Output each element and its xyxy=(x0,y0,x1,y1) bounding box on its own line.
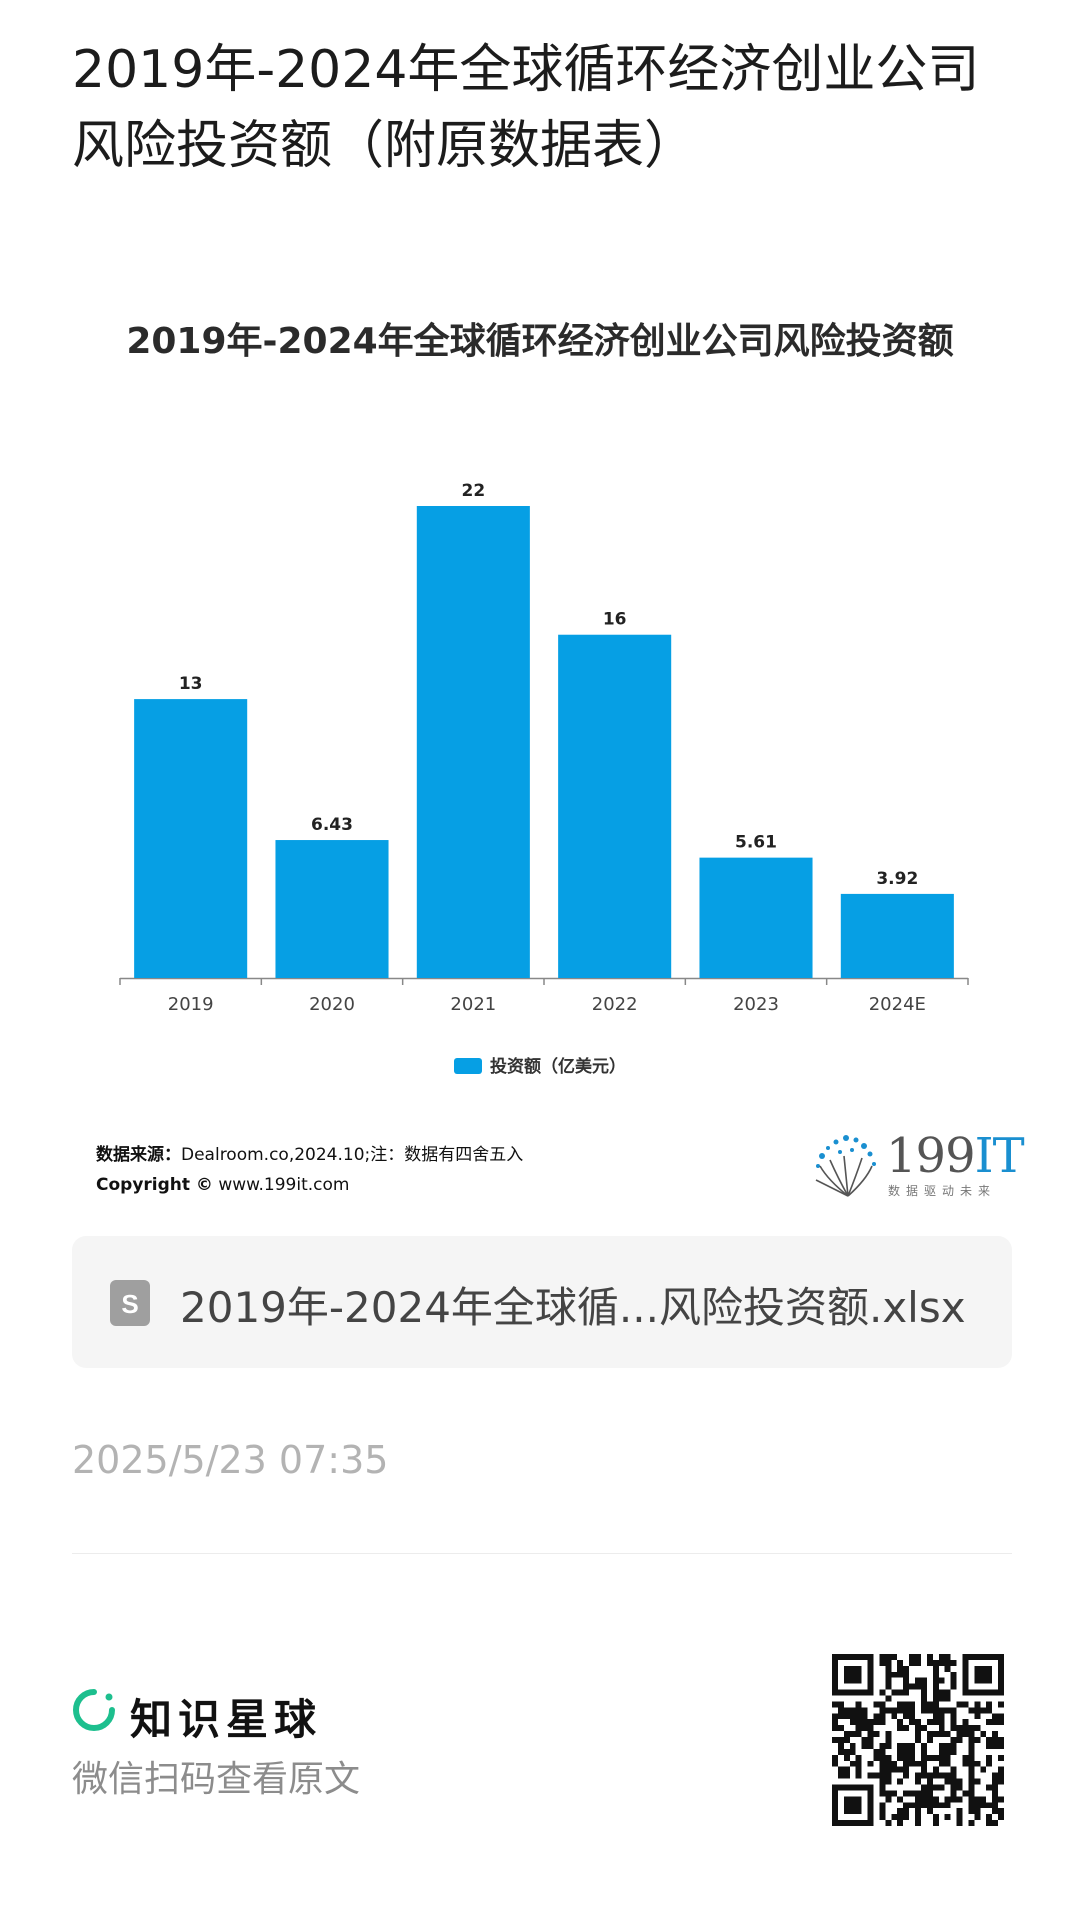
copyright-text: www.199it.com xyxy=(218,1175,350,1195)
x-tick-label-2021: 2021 xyxy=(450,994,496,1015)
bar-2019 xyxy=(134,699,248,978)
source-label: 数据来源： xyxy=(96,1145,181,1165)
brand-name: 199IT xyxy=(886,1128,1025,1184)
bar-2021 xyxy=(416,506,530,978)
bar-2020 xyxy=(275,840,389,978)
data-label-2024E: 3.92 xyxy=(876,869,918,889)
zsxq-logo-icon xyxy=(73,1689,115,1731)
zsxq-app-name: 知识星球 xyxy=(130,1695,323,1744)
file-name: 2019年-2024年全球循...风险投资额.xlsx xyxy=(180,1283,966,1332)
post-timestamp: 2025/5/23 07:35 xyxy=(72,1438,389,1482)
dandelion-logo-icon xyxy=(815,1135,876,1197)
bar-2023 xyxy=(699,857,813,978)
data-label-2020: 6.43 xyxy=(311,815,353,835)
x-tick-label-2022: 2022 xyxy=(592,994,638,1015)
brand-logo: 199IT 数据驱动未来 xyxy=(808,1128,1025,1200)
x-tick-label-2019: 2019 xyxy=(168,994,214,1015)
data-label-2023: 5.61 xyxy=(735,833,777,853)
scan-hint: 微信扫码查看原文 xyxy=(72,1759,361,1800)
divider xyxy=(72,1553,1012,1554)
bar-2024E xyxy=(840,893,954,978)
data-label-2019: 13 xyxy=(179,674,203,694)
copyright-label: Copyright © xyxy=(96,1175,213,1195)
data-label-2021: 22 xyxy=(461,481,485,501)
spreadsheet-icon: S xyxy=(110,1280,150,1326)
x-tick-label-2024E: 2024E xyxy=(869,994,926,1015)
bar-2022 xyxy=(558,634,672,978)
data-label-2022: 16 xyxy=(603,610,627,630)
chart-title: 2019年-2024年全球循环经济创业公司风险投资额 xyxy=(126,321,954,362)
bar-chart: 13 2019 6.43 2020 22 2021 16 2022 5.61 2023 3.92 20… xyxy=(119,481,969,1015)
brand-tagline: 数据驱动未来 xyxy=(888,1184,997,1198)
data-source: 数据来源：Dealroom.co,2024.10;注：数据有四舍五入 Copyr… xyxy=(96,1140,523,1200)
legend-label: 投资额（亿美元） xyxy=(490,1057,626,1077)
source-text: Dealroom.co,2024.10;注：数据有四舍五入 xyxy=(181,1145,524,1165)
page-title: 2019年-2024年全球循环经济创业公司风险投资额（附原数据表） xyxy=(72,40,980,176)
qr-code-icon[interactable] xyxy=(832,1654,1004,1826)
legend-swatch xyxy=(454,1058,482,1074)
x-tick-label-2020: 2020 xyxy=(309,994,355,1015)
chart-legend: 投资额（亿美元） xyxy=(0,1052,1080,1077)
file-attachment[interactable]: S 2019年-2024年全球循...风险投资额.xlsx xyxy=(72,1236,1012,1368)
x-tick-label-2023: 2023 xyxy=(733,994,779,1015)
